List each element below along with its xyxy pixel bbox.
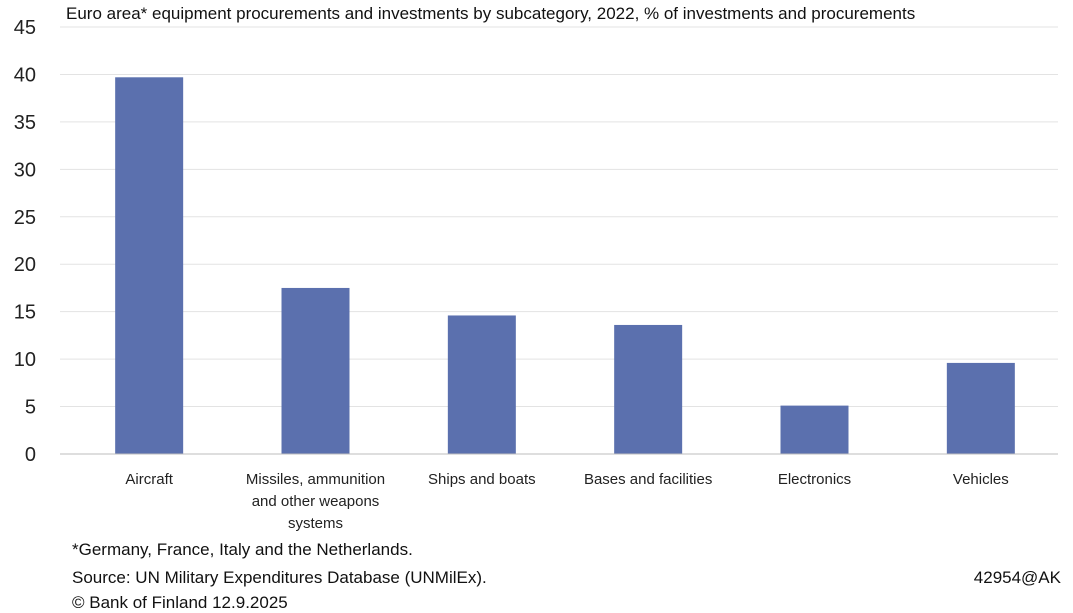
- bar-chart: 0 5 10 15 20 25 30 35 40 45 Aircraft Missiles, amm…: [14, 17, 1058, 532]
- y-tick-label: 0: [25, 444, 36, 466]
- x-tick-label: Missiles, ammunition and other weapons sys…: [246, 471, 385, 532]
- y-tick-label: 45: [14, 17, 36, 39]
- bar: [281, 287, 350, 454]
- bar: [115, 77, 184, 455]
- x-tick-label: Electronics: [778, 471, 851, 488]
- x-axis-labels: Aircraft Missiles, ammunition and other we…: [125, 471, 1008, 532]
- chart-title: Euro area* equipment procurements and in…: [66, 4, 916, 23]
- gridlines: [60, 26, 1058, 408]
- y-axis-ticks: 0 5 10 15 20 25 30 35 40 45: [14, 17, 36, 466]
- chart-code: 42954@AK: [973, 568, 1061, 587]
- y-tick-label: 30: [14, 159, 36, 181]
- x-tick-label: Bases and facilities: [584, 471, 712, 488]
- bars: [115, 77, 1015, 455]
- y-tick-label: 15: [14, 302, 36, 324]
- bar: [447, 315, 516, 454]
- x-tick-label: Vehicles: [953, 471, 1009, 488]
- y-tick-label: 20: [14, 254, 36, 276]
- x-tick-label: Ships and boats: [428, 471, 536, 488]
- y-tick-label: 35: [14, 112, 36, 134]
- y-tick-label: 40: [14, 64, 36, 86]
- bar: [614, 324, 683, 454]
- source-note: Source: UN Military Expenditures Databas…: [72, 568, 487, 587]
- x-tick-label: Aircraft: [125, 471, 173, 488]
- y-tick-label: 5: [25, 397, 36, 419]
- y-tick-label: 25: [14, 207, 36, 229]
- y-tick-label: 10: [14, 349, 36, 371]
- bar: [780, 405, 849, 454]
- copyright-note: © Bank of Finland 12.9.2025: [72, 593, 288, 612]
- footnote: *Germany, France, Italy and the Netherla…: [72, 540, 413, 559]
- bar: [946, 362, 1015, 454]
